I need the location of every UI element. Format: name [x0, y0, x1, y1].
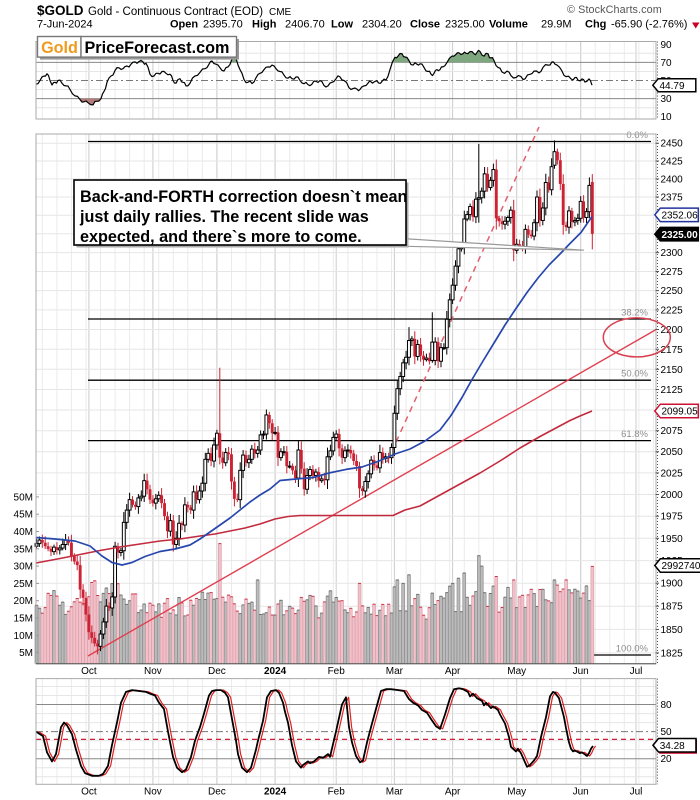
svg-text:10M: 10M: [14, 631, 33, 642]
svg-text:-65.90 (-2.76%): -65.90 (-2.76%): [611, 19, 687, 31]
svg-text:80: 80: [661, 700, 673, 711]
svg-text:Gold - Continuous Contract (EO: Gold - Continuous Contract (EOD): [88, 6, 263, 18]
svg-text:2400: 2400: [661, 174, 684, 185]
svg-text:2300: 2300: [661, 248, 684, 259]
svg-text:1850: 1850: [661, 625, 684, 636]
svg-text:2175: 2175: [661, 345, 684, 356]
svg-text:$GOLD: $GOLD: [37, 3, 84, 18]
svg-text:Oct: Oct: [81, 666, 97, 677]
svg-text:© StockCharts.com: © StockCharts.com: [567, 4, 662, 16]
svg-text:2000: 2000: [661, 490, 684, 501]
svg-text:Jun: Jun: [573, 666, 589, 677]
svg-text:2250: 2250: [661, 286, 684, 297]
svg-text:May: May: [507, 666, 526, 677]
svg-text:0.0%: 0.0%: [626, 130, 648, 141]
svg-text:CME: CME: [269, 7, 292, 18]
svg-text:2150: 2150: [661, 365, 684, 376]
svg-text:May: May: [507, 787, 526, 798]
svg-text:20M: 20M: [14, 596, 33, 607]
svg-text:Feb: Feb: [328, 787, 346, 798]
svg-text:Jun: Jun: [573, 787, 589, 798]
svg-text:50.0%: 50.0%: [621, 369, 648, 380]
svg-text:2325.00: 2325.00: [445, 19, 485, 31]
svg-text:5M: 5M: [19, 648, 33, 659]
svg-text:1825: 1825: [661, 648, 684, 659]
svg-text:Chg: Chg: [585, 19, 606, 31]
svg-text:2352.06: 2352.06: [662, 210, 699, 221]
svg-text:2395.70: 2395.70: [203, 19, 243, 31]
svg-text:1900: 1900: [661, 579, 684, 590]
svg-text:Mar: Mar: [386, 666, 404, 677]
svg-text:Apr: Apr: [445, 787, 461, 798]
svg-text:40M: 40M: [14, 527, 33, 538]
svg-text:Oct: Oct: [81, 787, 97, 798]
svg-text:Gold: Gold: [41, 39, 78, 57]
svg-text:1975: 1975: [661, 512, 684, 523]
svg-text:15M: 15M: [14, 614, 33, 625]
svg-text:2025: 2025: [661, 468, 684, 479]
svg-text:Jul: Jul: [630, 666, 643, 677]
svg-text:2200: 2200: [661, 325, 684, 336]
svg-text:2275: 2275: [661, 267, 684, 278]
svg-text:2406.70: 2406.70: [285, 19, 325, 31]
svg-text:2304.20: 2304.20: [362, 19, 402, 31]
svg-text:2450: 2450: [661, 139, 684, 150]
svg-text:2050: 2050: [661, 447, 684, 458]
svg-text:20: 20: [661, 754, 673, 765]
svg-text:1950: 1950: [661, 534, 684, 545]
svg-text:2024: 2024: [264, 666, 287, 677]
svg-text:Mar: Mar: [386, 787, 404, 798]
svg-text:100.0%: 100.0%: [616, 644, 649, 655]
svg-text:PriceForecast.com: PriceForecast.com: [85, 39, 230, 57]
svg-text:30: 30: [661, 94, 673, 105]
svg-text:Jul: Jul: [630, 787, 643, 798]
svg-text:2125: 2125: [661, 385, 684, 396]
svg-text:2425: 2425: [661, 157, 684, 168]
svg-text:44.79: 44.79: [660, 81, 685, 92]
svg-text:70: 70: [661, 58, 673, 69]
svg-text:expected, and there`s more to: expected, and there`s more to come.: [80, 228, 362, 246]
svg-text:Feb: Feb: [328, 666, 346, 677]
svg-text:Nov: Nov: [144, 787, 162, 798]
svg-text:90: 90: [661, 40, 673, 51]
svg-text:2325.00: 2325.00: [662, 230, 699, 241]
svg-text:Dec: Dec: [208, 787, 226, 798]
svg-text:1875: 1875: [661, 602, 684, 613]
svg-text:35M: 35M: [14, 544, 33, 555]
svg-text:34.28: 34.28: [660, 741, 685, 752]
svg-text:Low: Low: [331, 19, 353, 31]
svg-text:50: 50: [661, 727, 673, 738]
svg-text:Volume: Volume: [489, 19, 528, 31]
svg-text:50M: 50M: [14, 492, 33, 503]
svg-text:Apr: Apr: [445, 666, 461, 677]
svg-text:Close: Close: [410, 19, 440, 31]
svg-text:2075: 2075: [661, 426, 684, 437]
svg-text:2024: 2024: [264, 787, 287, 798]
svg-text:29.9M: 29.9M: [541, 19, 572, 31]
svg-text:Dec: Dec: [208, 666, 226, 677]
svg-text:2375: 2375: [661, 193, 684, 204]
svg-text:Nov: Nov: [144, 666, 162, 677]
svg-text:7-Jun-2024: 7-Jun-2024: [37, 19, 93, 31]
svg-text:61.8%: 61.8%: [621, 429, 648, 440]
svg-text:10: 10: [661, 112, 673, 123]
svg-text:45M: 45M: [14, 510, 33, 521]
svg-text:Open: Open: [170, 19, 198, 31]
svg-text:30M: 30M: [14, 562, 33, 573]
svg-text:2099.05: 2099.05: [662, 407, 699, 418]
svg-text:38.2%: 38.2%: [621, 308, 648, 319]
svg-text:High: High: [252, 19, 277, 31]
svg-text:25M: 25M: [14, 579, 33, 590]
svg-text:2225: 2225: [661, 305, 684, 316]
svg-text:just daily rallies. The recent: just daily rallies. The recent slide was: [79, 208, 369, 226]
svg-text:29927400: 29927400: [662, 561, 700, 572]
svg-text:Back-and-FORTH correction does: Back-and-FORTH correction doesn`t mean: [80, 188, 407, 206]
